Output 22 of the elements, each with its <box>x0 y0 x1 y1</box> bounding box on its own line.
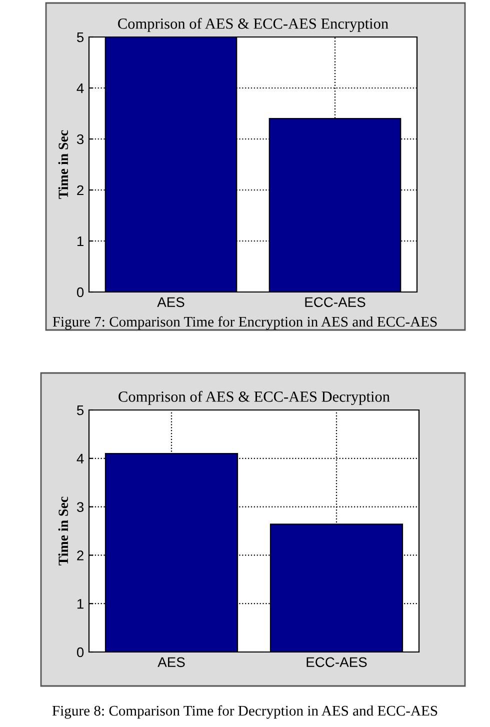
y-tick-label: 2 <box>77 550 84 560</box>
y-tick-label: 0 <box>76 287 84 298</box>
caption: Figure 8: Comparison Time for Decryption in AES and ECC-AES <box>52 705 438 719</box>
y-tick-label: 4 <box>76 454 84 464</box>
x-tick-label: ECC-AES <box>305 297 366 308</box>
y-axis-title: Time in Sec <box>58 496 68 566</box>
chart-title: Comprison of AES & ECC-AES Encryption <box>118 18 388 32</box>
y-tick-label: 4 <box>76 83 84 94</box>
y-tick-label: 5 <box>76 405 84 416</box>
caption: Figure 7: Comparison Time for Encryption in AES and ECC-AES <box>52 316 437 330</box>
x-tick-label: ECC-AES <box>306 657 367 668</box>
x-tick-label: AES <box>157 297 184 308</box>
y-tick-label: 2 <box>77 185 84 196</box>
y-tick-label: 3 <box>76 134 84 144</box>
y-tick-label: 3 <box>76 502 84 512</box>
y-tick-label: 1 <box>77 599 84 609</box>
y-tick-label: 1 <box>77 236 84 246</box>
chart-title: Comprison of AES & ECC-AES Decryption <box>118 390 390 405</box>
y-tick-label: 0 <box>76 647 84 658</box>
x-tick-label: AES <box>158 657 185 668</box>
y-tick-label: 5 <box>76 32 84 42</box>
y-axis-title: Time in Sec <box>58 130 68 199</box>
